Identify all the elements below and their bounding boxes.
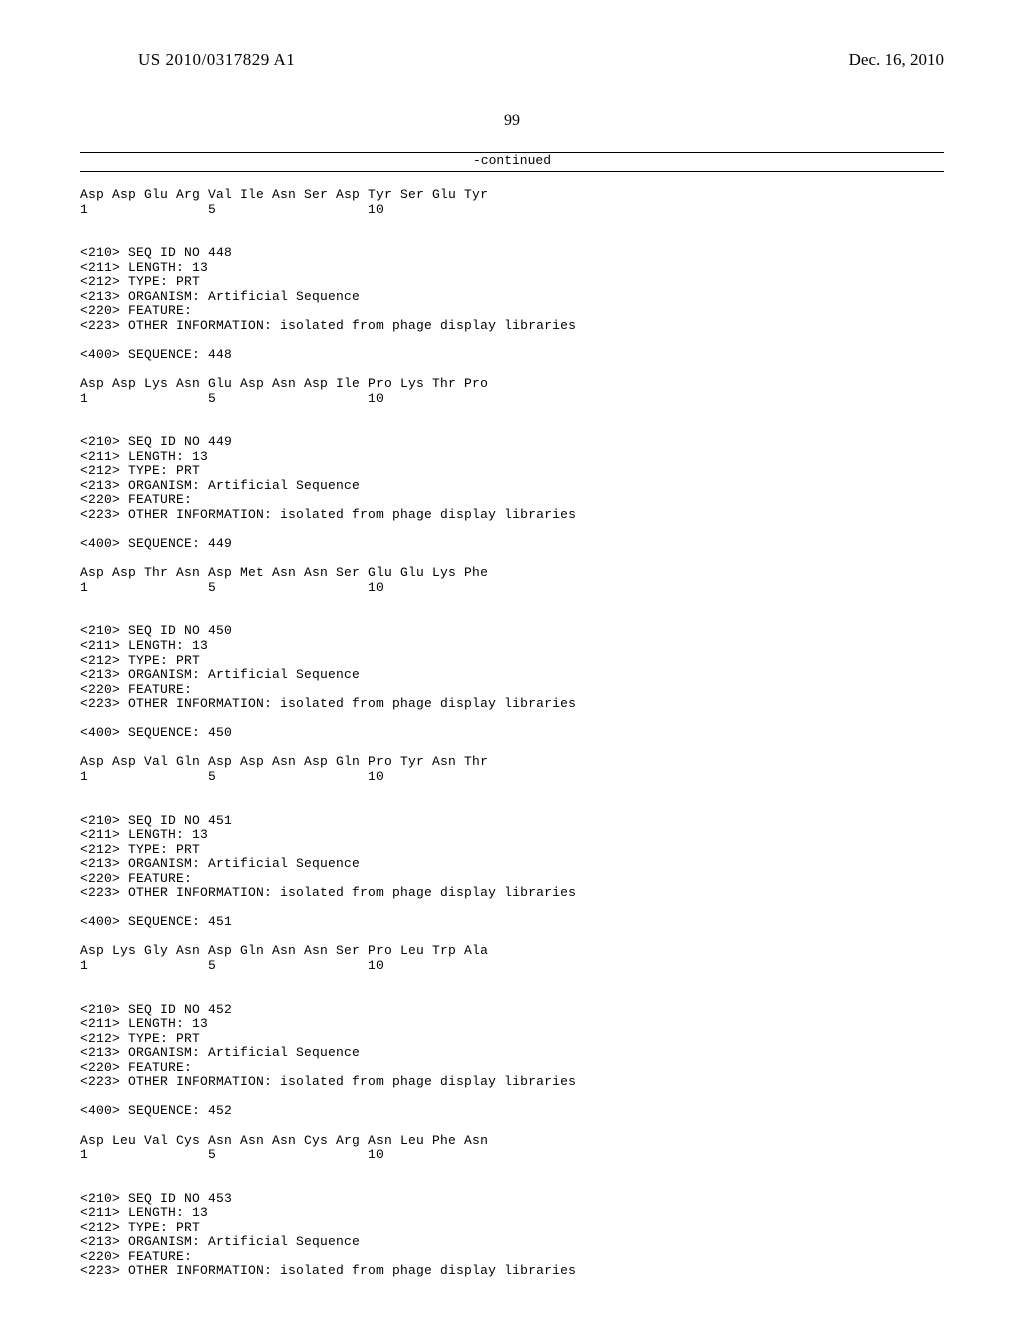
page-header: US 2010/0317829 A1 Dec. 16, 2010 bbox=[80, 50, 944, 78]
publication-number: US 2010/0317829 A1 bbox=[138, 50, 295, 70]
page-container: US 2010/0317829 A1 Dec. 16, 2010 99 -con… bbox=[0, 0, 1024, 1320]
sequence-listing: Asp Asp Glu Arg Val Ile Asn Ser Asp Tyr … bbox=[80, 188, 944, 1294]
bottom-rule bbox=[80, 171, 944, 172]
page-number: 99 bbox=[80, 112, 944, 130]
continued-section: -continued bbox=[80, 152, 944, 172]
publication-date: Dec. 16, 2010 bbox=[849, 50, 944, 70]
continued-label: -continued bbox=[80, 153, 944, 168]
